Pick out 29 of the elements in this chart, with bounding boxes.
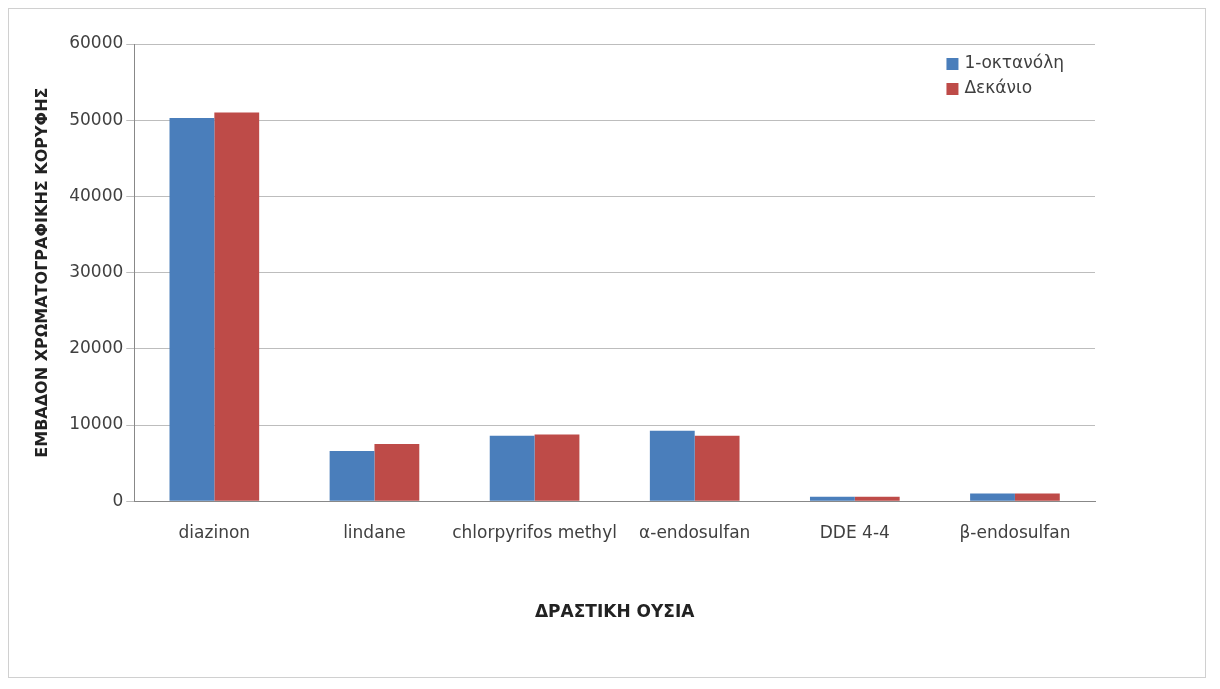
- bar: [214, 112, 260, 501]
- y-axis-title: ΕΜΒΑΔΟΝ ΧΡΩΜΑΤΟΓΡΑΦΙΚΗΣ ΚΟΡΥΦΗΣ: [31, 87, 51, 458]
- bar: [694, 435, 740, 501]
- legend-label: Δεκάνιο: [964, 77, 1033, 98]
- bar: [169, 117, 215, 501]
- bar: [1014, 493, 1060, 501]
- x-axis-title: ΔΡΑΣΤΙΚΗ ΟΥΣΙΑ: [534, 601, 696, 622]
- x-tick-label: diazinon: [178, 521, 251, 542]
- y-tick-label: 20000: [69, 337, 124, 358]
- y-tick-label: 50000: [69, 108, 124, 129]
- bar: [809, 496, 855, 501]
- bar: [854, 496, 900, 501]
- legend-label: 1-οκτανόλη: [964, 52, 1064, 73]
- bar: [489, 435, 535, 501]
- x-tick-label: β-endosulfan: [959, 521, 1071, 542]
- x-tick-label: lindane: [343, 521, 406, 542]
- y-tick-label: 40000: [69, 184, 124, 205]
- bar: [970, 493, 1015, 501]
- x-tick-label: chlorpyrifos methyl: [452, 521, 617, 542]
- x-tick-label: α-endosulfan: [639, 521, 751, 542]
- bar: [374, 444, 420, 501]
- bar: [534, 434, 580, 501]
- y-tick-label: 60000: [69, 32, 124, 53]
- y-tick-label: 30000: [69, 261, 124, 282]
- y-tick-label: 10000: [69, 413, 124, 434]
- bar: [329, 450, 375, 501]
- bar: [649, 430, 695, 501]
- y-tick-label: 0: [112, 489, 124, 510]
- x-tick-label: DDE 4-4: [819, 521, 890, 542]
